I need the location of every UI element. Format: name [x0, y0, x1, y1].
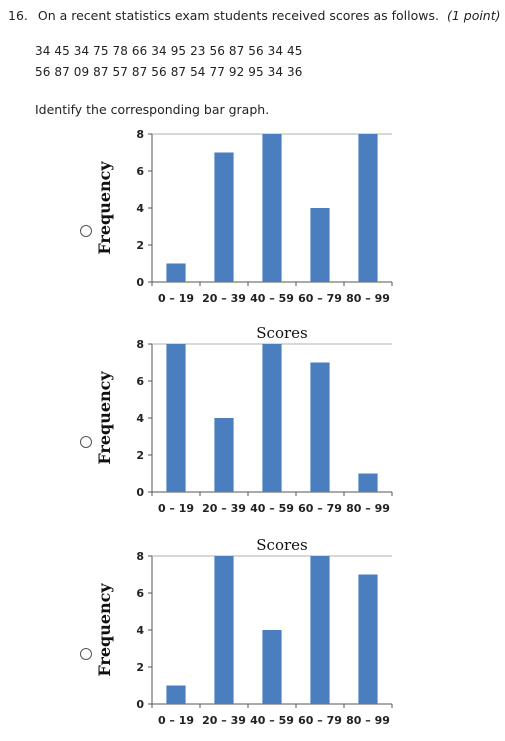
option-b-radio[interactable] — [80, 436, 92, 448]
bar — [262, 344, 282, 492]
option-c-radio[interactable] — [80, 648, 92, 660]
option-a-radio[interactable] — [80, 225, 92, 237]
x-tick-label: 60 – 79 — [298, 502, 342, 515]
y-tick-label: 8 — [136, 550, 144, 563]
x-tick-label: 80 – 99 — [346, 714, 390, 727]
bar — [262, 630, 282, 704]
y-tick-label: 8 — [136, 338, 144, 351]
bar — [214, 556, 234, 704]
question-number: 16. — [8, 8, 28, 23]
bar — [166, 344, 186, 492]
bar — [358, 473, 378, 492]
bar — [310, 208, 330, 282]
y-axis-label: Frequency — [95, 583, 114, 677]
y-tick-label: 4 — [136, 624, 144, 637]
bar — [358, 134, 378, 282]
x-tick-label: 40 – 59 — [250, 714, 294, 727]
x-tick-label: 0 – 19 — [158, 714, 194, 727]
x-tick-label: 40 – 59 — [250, 292, 294, 305]
chart-title: Scores — [256, 324, 307, 342]
y-axis-label: Frequency — [95, 371, 114, 465]
y-axis-label: Frequency — [95, 161, 114, 255]
y-tick-label: 4 — [136, 412, 144, 425]
bar — [262, 134, 282, 282]
y-tick-label: 2 — [136, 661, 144, 674]
question-text: On a recent statistics exam students rec… — [37, 8, 439, 23]
question-prompt: Identify the corresponding bar graph. — [35, 102, 270, 117]
bar — [358, 574, 378, 704]
chart-title: Scores — [256, 536, 307, 554]
bar — [310, 362, 330, 492]
bar — [214, 152, 234, 282]
bar-chart-option-b: Scores Frequency 0 2 4 6 8 0 – 19 20 – 39 40 – 59… — [95, 324, 393, 515]
x-tick-label: 80 – 99 — [346, 502, 390, 515]
x-tick-label: 0 – 19 — [158, 502, 194, 515]
x-tick-label: 80 – 99 — [346, 292, 390, 305]
x-tick-label: 40 – 59 — [250, 502, 294, 515]
y-tick-label: 2 — [136, 449, 144, 462]
x-tick-label: 60 – 79 — [298, 714, 342, 727]
y-tick-label: 4 — [136, 202, 144, 215]
y-tick-label: 6 — [136, 165, 144, 178]
x-tick-label: 20 – 39 — [202, 714, 246, 727]
y-tick-label: 2 — [136, 239, 144, 252]
y-tick-label: 0 — [136, 486, 144, 499]
y-tick-label: 0 — [136, 276, 144, 289]
bar — [310, 556, 330, 704]
y-tick-label: 6 — [136, 375, 144, 388]
bar-chart-option-c: Scores Frequency 0 2 4 6 8 0 – 19 20 – 39 40 – 59… — [95, 536, 393, 727]
question-points: (1 point) — [446, 8, 501, 23]
score-data-line-1: 34 45 34 75 78 66 34 95 23 56 87 56 34 4… — [35, 44, 303, 58]
y-tick-label: 8 — [136, 128, 144, 141]
bar — [166, 263, 186, 282]
y-tick-label: 0 — [136, 698, 144, 711]
x-tick-label: 60 – 79 — [298, 292, 342, 305]
x-tick-label: 0 – 19 — [158, 292, 194, 305]
bar — [214, 418, 234, 492]
x-tick-label: 20 – 39 — [202, 502, 246, 515]
y-tick-label: 6 — [136, 587, 144, 600]
bar-chart-option-a: Frequency 0 2 4 6 8 0 – 19 20 – 39 40 – 59 60 – 7… — [95, 128, 393, 305]
question-header: 16. On a recent statistics exam students… — [8, 8, 501, 23]
x-tick-label: 20 – 39 — [202, 292, 246, 305]
score-data-line-2: 56 87 09 87 57 87 56 87 54 77 92 95 34 3… — [35, 65, 303, 79]
bar — [166, 685, 186, 704]
